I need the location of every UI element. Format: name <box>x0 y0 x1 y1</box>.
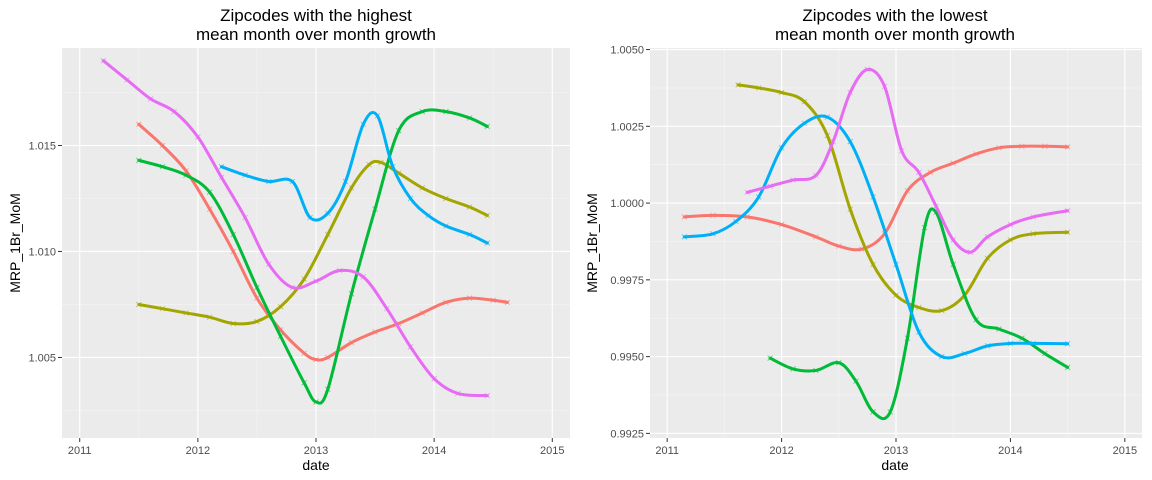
chart-title-line-1: Zipcodes with the highest <box>220 6 412 25</box>
y-tick-label: 1.015 <box>28 141 56 153</box>
x-tick-label: 2015 <box>1113 445 1137 457</box>
series-line <box>219 111 489 245</box>
x-tick-label: 2013 <box>304 445 328 457</box>
x-axis-title: date <box>881 457 908 473</box>
series-line <box>736 83 1070 313</box>
series-line <box>137 108 489 405</box>
x-axis-title: date <box>302 457 329 473</box>
series-line <box>101 59 489 398</box>
series-line <box>682 114 1070 360</box>
series-line <box>137 159 489 326</box>
series-line <box>682 144 1070 252</box>
y-tick-label: 1.0050 <box>610 45 644 57</box>
series-4 <box>218 111 491 246</box>
x-tick-label: 2012 <box>769 445 793 457</box>
chart-title-line-2: mean month over month growth <box>775 25 1015 44</box>
left-chart: Zipcodes with the highest mean month ove… <box>7 6 570 473</box>
series-line <box>768 207 1070 421</box>
series-5 <box>100 57 491 399</box>
x-tick-label: 2013 <box>884 445 908 457</box>
y-tick-label: 0.9950 <box>610 352 644 364</box>
chart-title-line-2: mean month over month growth <box>196 25 436 44</box>
y-tick-label: 1.0000 <box>610 198 644 210</box>
series-2 <box>135 159 491 327</box>
series-1 <box>135 121 511 363</box>
y-tick-label: 1.005 <box>28 352 56 364</box>
y-axis-title: MRP_1Br_MoM <box>7 193 23 293</box>
x-tick-label: 2014 <box>422 445 446 457</box>
x-tick-label: 2011 <box>655 445 679 457</box>
series-4 <box>681 114 1071 360</box>
x-tick-label: 2015 <box>540 445 564 457</box>
x-tick-label: 2011 <box>68 445 92 457</box>
series-1 <box>681 143 1071 252</box>
x-tick-label: 2014 <box>998 445 1022 457</box>
y-axis-title: MRP_1Br_MoM <box>584 193 600 293</box>
series-3 <box>135 108 491 405</box>
series-line <box>137 122 509 362</box>
right-chart: Zipcodes with the lowest mean month over… <box>584 6 1142 473</box>
x-tick-label: 2012 <box>186 445 210 457</box>
y-tick-label: 0.9925 <box>610 428 644 440</box>
y-tick-label: 0.9975 <box>610 275 644 287</box>
y-tick-label: 1.010 <box>28 246 56 258</box>
series-line <box>745 67 1070 254</box>
y-tick-label: 1.0025 <box>610 121 644 133</box>
series-5 <box>744 66 1071 256</box>
series-3 <box>767 207 1071 421</box>
chart-title-line-1: Zipcodes with the lowest <box>802 6 987 25</box>
